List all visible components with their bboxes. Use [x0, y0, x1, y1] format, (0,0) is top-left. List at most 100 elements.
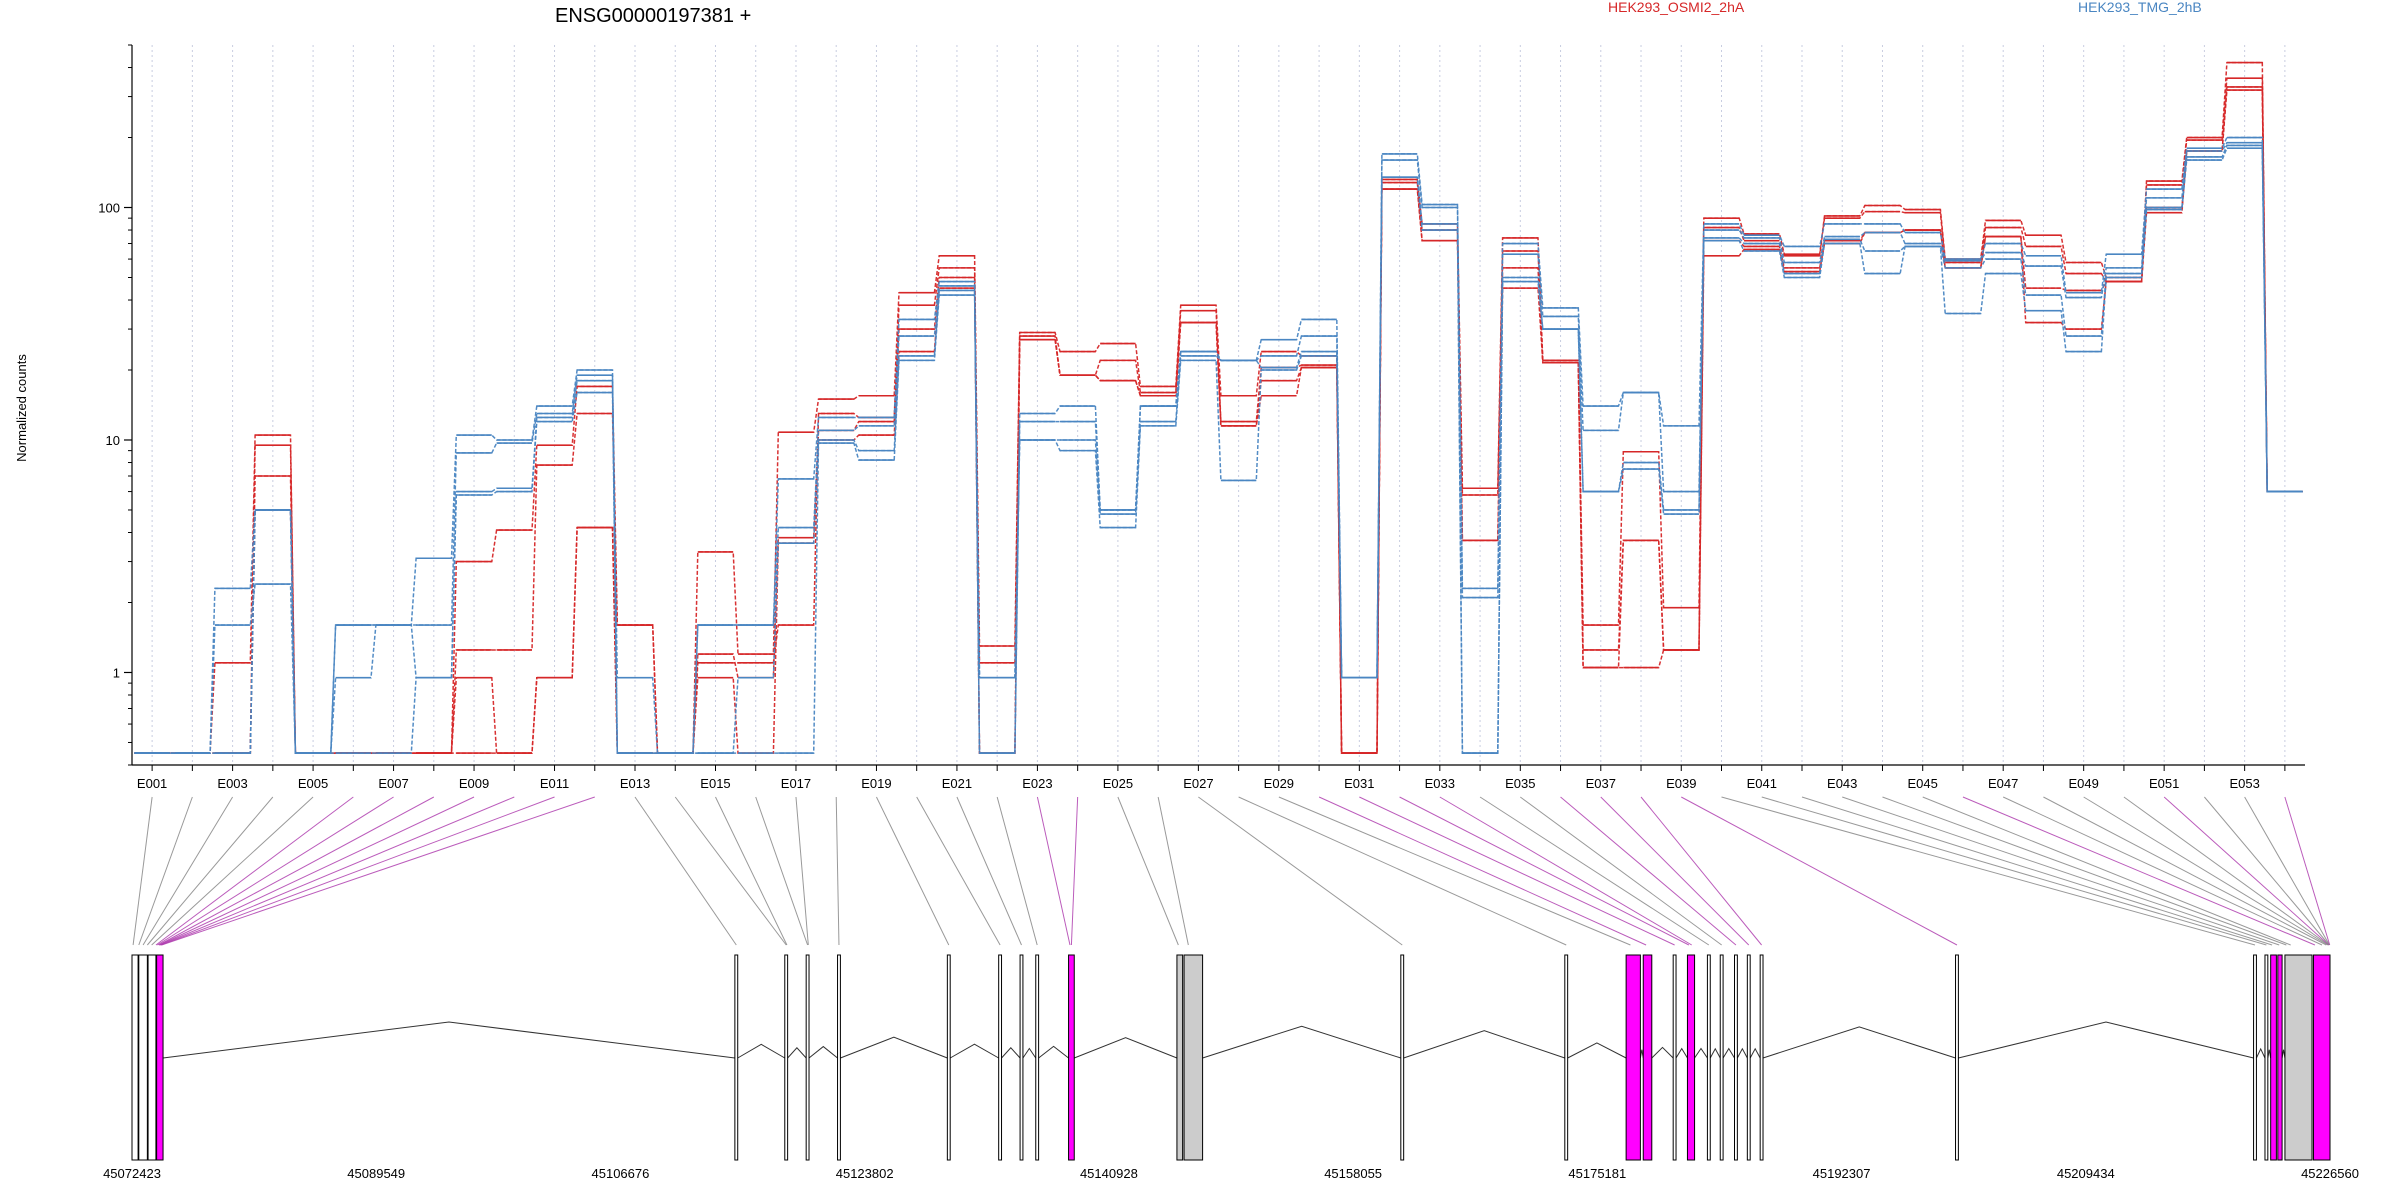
x-tick-label: E013 [620, 776, 650, 791]
gene-exon-box [784, 954, 789, 1161]
exon-connector [2123, 796, 2329, 946]
exon-connector [159, 796, 515, 946]
chart-title: ENSG00000197381 + [555, 5, 751, 27]
genomic-coordinate-labels: 45072423 45089549 45106676 45123802 45140928… [103, 1166, 2359, 1181]
gene-exon-box [734, 954, 739, 1161]
exon-connector [2163, 796, 2330, 946]
intron-line [1722, 1047, 1735, 1059]
exon-connector [2284, 796, 2331, 946]
y-tick-label: 100 [98, 201, 120, 216]
genomic-coordinate-label: 45226560 [2301, 1166, 2359, 1181]
gene-exon-box [805, 954, 810, 1161]
gene-exon-box [837, 954, 841, 1161]
exon-connector [1721, 796, 2256, 946]
gene-exon-box [998, 954, 1003, 1161]
gene-exon-box [946, 954, 951, 1161]
y-axis-label: Normalized counts [14, 354, 29, 462]
gene-exon-box [156, 954, 164, 1161]
intron-line [840, 1036, 948, 1059]
gene-exon-box [1642, 954, 1653, 1161]
intron-line [787, 1047, 807, 1059]
genomic-coordinate-label: 45072423 [103, 1166, 161, 1181]
exon-connector [1640, 796, 1762, 946]
intron-line [1202, 1025, 1401, 1059]
gene-exon-box [2277, 954, 2283, 1161]
x-tick-label: E029 [1264, 776, 1294, 791]
x-tick-label: E005 [298, 776, 328, 791]
genomic-coordinate-label: 45123802 [836, 1166, 894, 1181]
genomic-coordinate-label: 45106676 [592, 1166, 650, 1181]
intron-line [1001, 1047, 1021, 1059]
series-6 [134, 141, 2303, 754]
y-tick-label: 10 [106, 433, 120, 448]
series-line [134, 147, 2303, 754]
x-tick-label: E051 [2149, 776, 2179, 791]
exon-connector [1761, 796, 2267, 946]
gene-exon-box [1019, 954, 1024, 1161]
exon-connector [1842, 796, 2280, 946]
gene-exon-box [1734, 954, 1738, 1161]
intron-line [1074, 1037, 1178, 1059]
gene-exon-box [2284, 954, 2313, 1161]
exon-connector [1278, 796, 1631, 946]
exon-connector [2043, 796, 2327, 946]
series-7 [134, 144, 2303, 754]
x-tick-label: E025 [1103, 776, 1133, 791]
exon-connector [1681, 796, 1958, 946]
exon-connector [157, 796, 394, 946]
y-tick-label: 1 [113, 665, 120, 680]
exon-connector [138, 796, 193, 946]
x-tick-label: E019 [861, 776, 891, 791]
series-5 [134, 136, 2303, 754]
x-tick-label: E045 [1908, 776, 1938, 791]
gene-exon-box [1759, 954, 1764, 1161]
legend-label-tmg: HEK293_TMG_2hB [2078, 0, 2202, 15]
x-tick-label: E003 [217, 776, 247, 791]
genomic-coordinate-label: 45192307 [1813, 1166, 1871, 1181]
intron-line [1675, 1047, 1688, 1059]
x-tick-label: E009 [459, 776, 489, 791]
intron-line [1038, 1045, 1069, 1059]
gene-exon-box [2253, 954, 2257, 1161]
x-tick-label: E037 [1586, 776, 1616, 791]
intron-line [1749, 1047, 1761, 1059]
exon-connector [158, 796, 435, 946]
intron-line [1651, 1046, 1674, 1059]
exon-connector [1117, 796, 1179, 946]
exon-connector [1520, 796, 1722, 946]
x-tick-label: E001 [137, 776, 167, 791]
intron-line [949, 1043, 999, 1059]
gene-exon-box [147, 954, 157, 1161]
exon-connector [1560, 796, 1737, 946]
series-line [134, 136, 2303, 754]
gene-exon-box [2270, 954, 2277, 1161]
gene-exon-box [138, 954, 148, 1161]
exon-connector [1882, 796, 2287, 946]
exon-connector [795, 796, 809, 946]
x-tick-label: E043 [1827, 776, 1857, 791]
exon-connector [2244, 796, 2330, 946]
x-tick-label: E053 [2229, 776, 2259, 791]
exon-connector [1070, 796, 1079, 946]
gene-exon-box [1706, 954, 1711, 1161]
x-tick-label: E047 [1988, 776, 2018, 791]
gene-exon-box [1176, 954, 1184, 1161]
gene-exon-box [1564, 954, 1569, 1161]
exon-connector [132, 796, 153, 946]
gene-model [131, 954, 2331, 1161]
exon-connector [155, 796, 354, 946]
gene-exon-box [1400, 954, 1405, 1161]
gene-exon-box [1672, 954, 1677, 1161]
exon-connector [151, 796, 314, 946]
x-tick-label: E017 [781, 776, 811, 791]
x-tick-label: E035 [1505, 776, 1535, 791]
exon-connector-lines [132, 796, 2331, 946]
exon-connector [1359, 796, 1675, 946]
series-line [134, 77, 2303, 754]
exon-connector [835, 796, 840, 946]
gene-exon-box [1746, 954, 1751, 1161]
exon-connector [2204, 796, 2330, 946]
gene-exon-box [1625, 954, 1641, 1161]
x-tick-label: E015 [700, 776, 730, 791]
series-8 [134, 147, 2303, 754]
